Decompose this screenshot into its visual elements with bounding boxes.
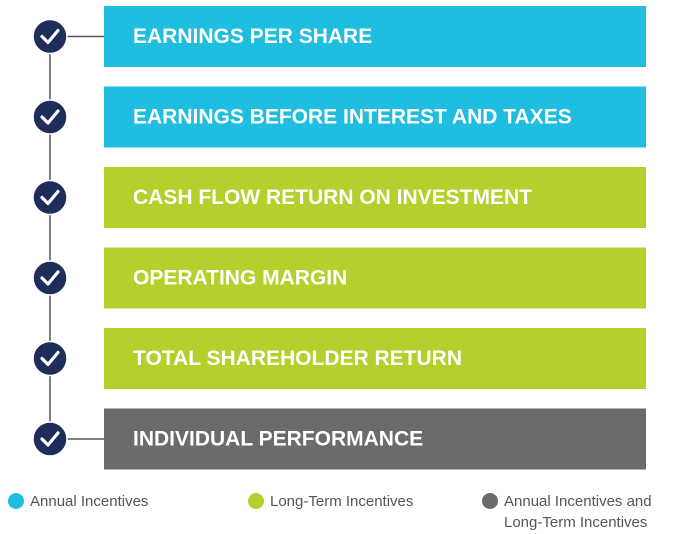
legend-dot xyxy=(8,493,24,509)
legend-label: Annual Incentives xyxy=(30,493,148,510)
check-mark xyxy=(40,189,60,206)
item-bar xyxy=(104,167,646,228)
check-mark xyxy=(40,270,60,286)
item-label: TOTAL SHAREHOLDER RETURN xyxy=(133,347,462,370)
legend-dot xyxy=(248,493,264,509)
item-label: EARNINGS BEFORE INTEREST AND TAXES xyxy=(133,106,572,129)
item-bar xyxy=(104,6,646,67)
check-circle xyxy=(32,179,68,216)
check-circle xyxy=(32,260,68,296)
item-bar xyxy=(104,408,646,470)
legend-label: Long-Term Incentives xyxy=(504,514,647,531)
item-bar xyxy=(104,247,646,309)
check-circle xyxy=(32,421,68,457)
item-bar xyxy=(104,86,646,148)
item-bar xyxy=(104,328,646,389)
item-label: CASH FLOW RETURN ON INVESTMENT xyxy=(133,186,532,209)
check-circle xyxy=(32,18,68,55)
check-mark xyxy=(40,431,60,447)
item-label: EARNINGS PER SHARE xyxy=(133,25,372,48)
check-circle xyxy=(32,99,68,135)
check-circle xyxy=(32,340,68,377)
legend-label: Long-Term Incentives xyxy=(270,493,413,510)
check-mark xyxy=(40,350,60,367)
item-label: INDIVIDUAL PERFORMANCE xyxy=(133,428,423,451)
check-mark xyxy=(40,28,60,45)
legend-dot xyxy=(482,493,498,509)
item-label: OPERATING MARGIN xyxy=(133,267,347,290)
legend-label: Annual Incentives and xyxy=(504,493,652,510)
check-mark xyxy=(40,109,60,125)
